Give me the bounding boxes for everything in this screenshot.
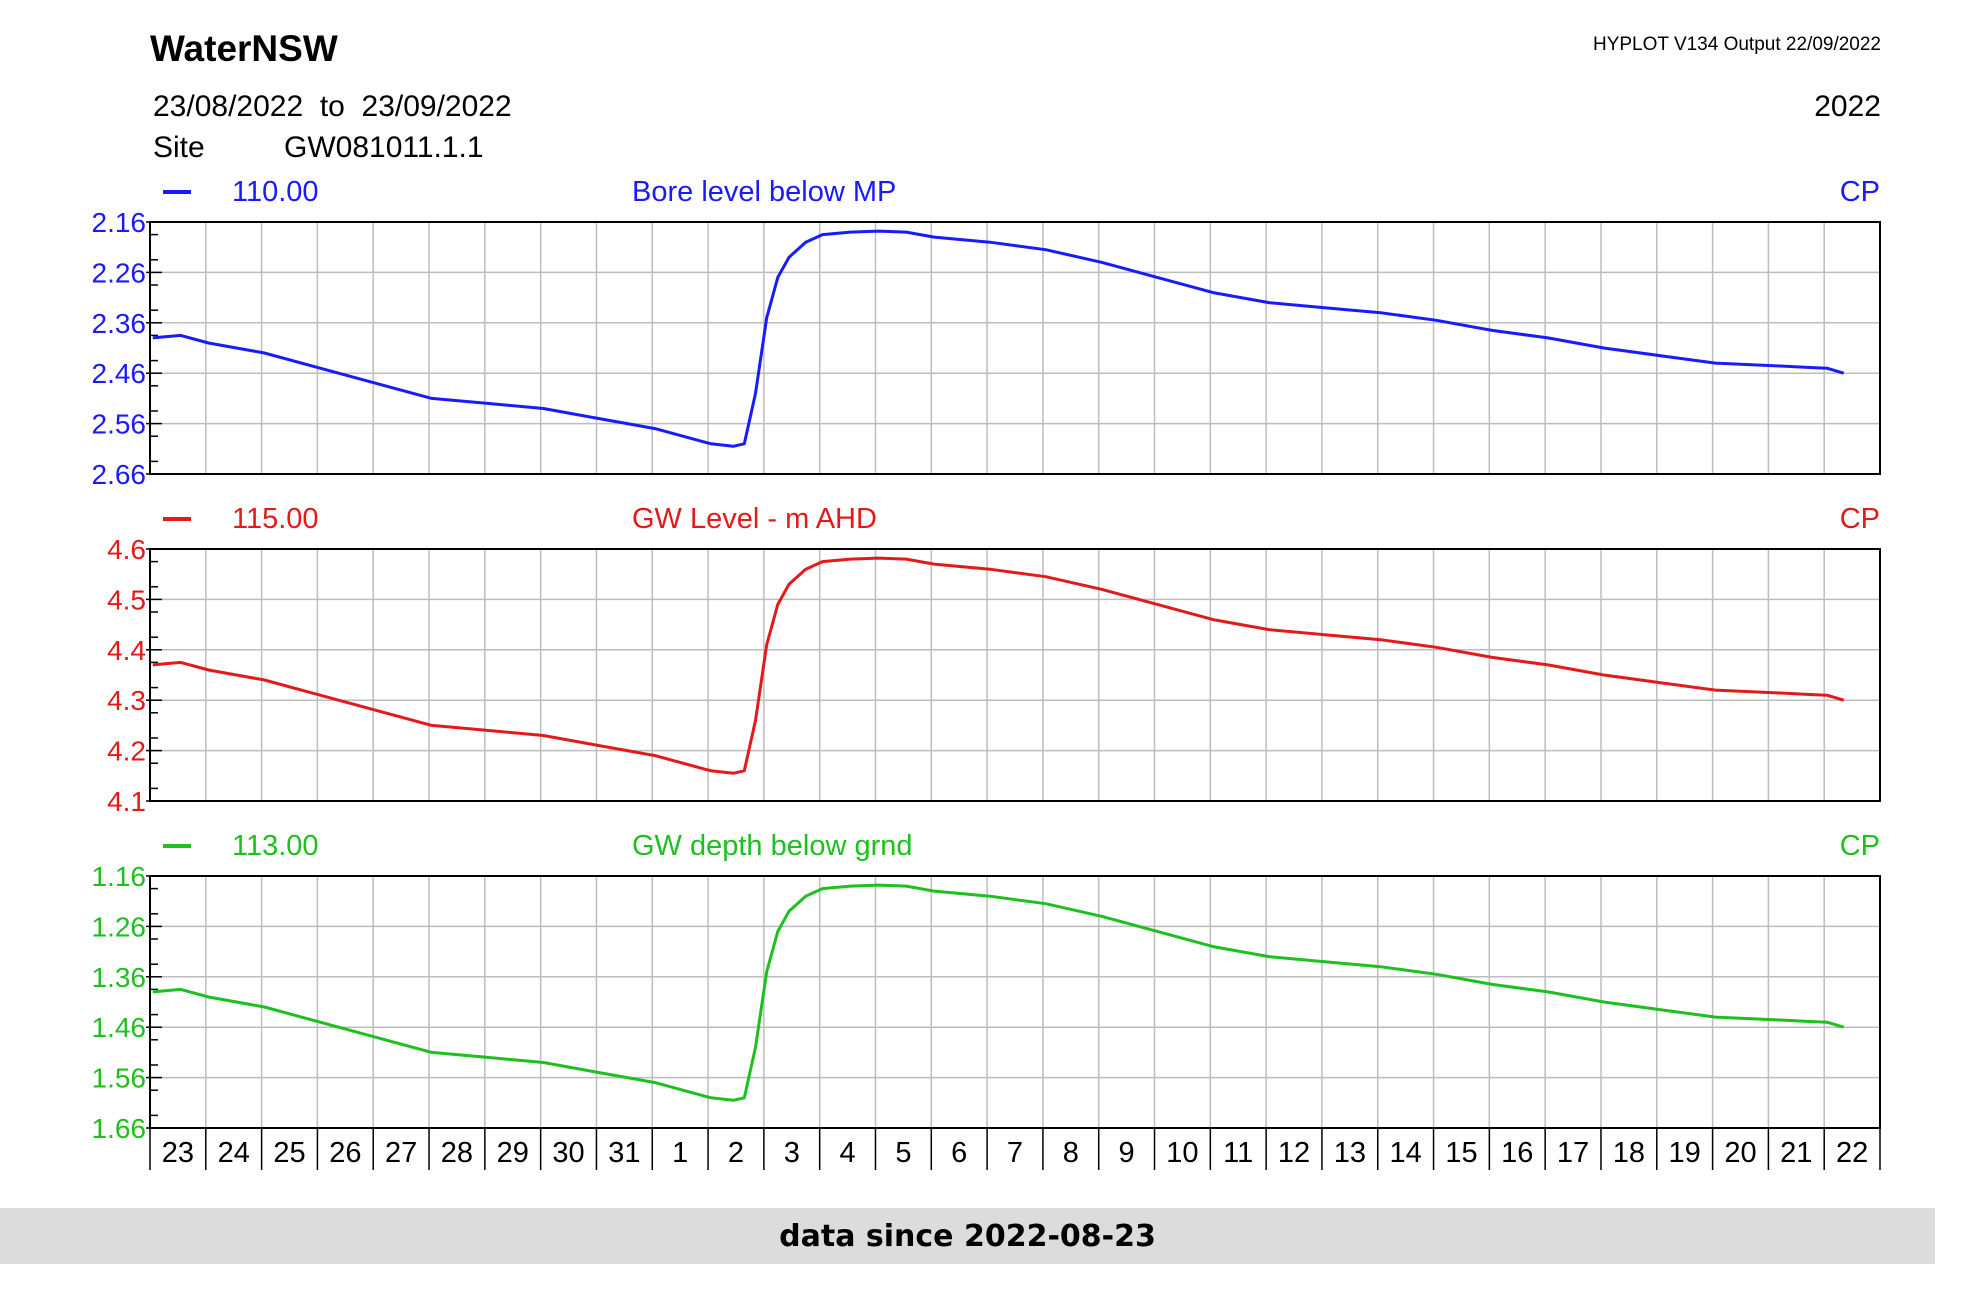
panel-frame — [149, 875, 1881, 1129]
x-tick-label: 30 — [552, 1137, 584, 1169]
x-tick-label: 26 — [329, 1137, 361, 1169]
series-line — [152, 229, 1845, 448]
panel-frame — [149, 548, 1881, 802]
y-tick-label: 2.36 — [92, 308, 147, 339]
series-line — [152, 556, 1845, 775]
series-line — [152, 883, 1845, 1102]
series-title: GW Level - m AHD — [632, 503, 877, 535]
x-tick-label: 10 — [1166, 1137, 1198, 1169]
year-label: 2022 — [1814, 90, 1881, 123]
x-tick-label: 21 — [1780, 1137, 1812, 1169]
panel-frame — [149, 221, 1881, 475]
x-tick-label: 6 — [951, 1137, 967, 1169]
y-tick-label: 1.16 — [92, 861, 147, 892]
y-tick-label: 4.6 — [107, 534, 146, 565]
x-axis: 23 24 25 26 27 28 29 30 31 1 2 3 4 5 6 7 8 9 10 11 12 13 14 15 1… — [149, 1128, 1881, 1170]
x-tick-label: 23 — [162, 1137, 194, 1169]
y-tick-label: 2.66 — [92, 459, 147, 490]
x-tick-label: 12 — [1278, 1137, 1310, 1169]
x-tick-label: 7 — [1007, 1137, 1023, 1169]
x-tick-label: 5 — [895, 1137, 911, 1169]
chart-panel: 1.16 1.26 1.36 1.46 1.56 1.66 113.00 GW depth b… — [92, 830, 1881, 1144]
chart-panels: 2.16 2.26 2.36 2.46 2.56 2.66 110.00 Bore level… — [92, 176, 1881, 1144]
y-tick-label: 4.1 — [107, 786, 146, 817]
x-tick-label: 4 — [840, 1137, 856, 1169]
org-title: WaterNSW — [150, 28, 338, 69]
y-tick-label: 1.36 — [92, 962, 147, 993]
series-code: 115.00 — [232, 503, 319, 535]
x-tick-label: 17 — [1557, 1137, 1589, 1169]
x-tick-label: 8 — [1063, 1137, 1079, 1169]
x-tick-label: 29 — [497, 1137, 529, 1169]
date-range: 23/08/2022 to 23/09/2022 — [153, 90, 512, 123]
y-tick-label: 1.66 — [92, 1113, 147, 1144]
y-tick-label: 2.26 — [92, 257, 147, 288]
x-tick-label: 14 — [1390, 1137, 1422, 1169]
x-tick-label: 22 — [1836, 1137, 1868, 1169]
series-title: Bore level below MP — [632, 176, 896, 208]
version-label: HYPLOT V134 Output 22/09/2022 — [1593, 34, 1881, 55]
y-tick-label: 2.56 — [92, 409, 147, 440]
x-tick-label: 27 — [385, 1137, 417, 1169]
x-tick-label: 1 — [672, 1137, 688, 1169]
y-tick-label: 2.46 — [92, 358, 147, 389]
y-tick-label: 4.4 — [107, 635, 146, 666]
y-tick-label: 1.46 — [92, 1012, 147, 1043]
y-tick-label: 1.56 — [92, 1063, 147, 1094]
x-tick-label: 3 — [784, 1137, 800, 1169]
y-tick-label: 1.26 — [92, 911, 147, 942]
footer-text: data since 2022-08-23 — [779, 1218, 1156, 1254]
x-tick-label: 2 — [728, 1137, 744, 1169]
x-tick-label: 16 — [1501, 1137, 1533, 1169]
quality-code: CP — [1840, 176, 1880, 208]
x-tick-label: 25 — [273, 1137, 305, 1169]
series-code: 110.00 — [232, 176, 319, 208]
footer-bar: data since 2022-08-23 — [0, 1208, 1935, 1264]
x-tick-label: 9 — [1119, 1137, 1135, 1169]
x-tick-label: 20 — [1724, 1137, 1756, 1169]
x-tick-label: 19 — [1669, 1137, 1701, 1169]
x-tick-label: 13 — [1334, 1137, 1366, 1169]
chart-panel: 2.16 2.26 2.36 2.46 2.56 2.66 110.00 Bore level… — [92, 176, 1881, 490]
x-tick-label: 31 — [608, 1137, 640, 1169]
x-tick-label: 11 — [1223, 1137, 1253, 1169]
y-tick-label: 4.5 — [107, 584, 146, 615]
y-tick-label: 4.3 — [107, 685, 146, 716]
quality-code: CP — [1840, 830, 1880, 862]
x-tick-label: 15 — [1445, 1137, 1477, 1169]
quality-code: CP — [1840, 503, 1880, 535]
site-label: Site — [153, 131, 205, 164]
series-code: 113.00 — [232, 830, 319, 862]
series-title: GW depth below grnd — [632, 830, 912, 862]
x-tick-label: 28 — [441, 1137, 473, 1169]
site-id: GW081011.1.1 — [284, 131, 484, 164]
x-tick-label: 18 — [1613, 1137, 1645, 1169]
chart-panel: 4.6 4.5 4.4 4.3 4.2 4.1 115.00 GW Level - m AHD… — [107, 503, 1881, 817]
y-tick-label: 2.16 — [92, 207, 147, 238]
x-tick-label: 24 — [218, 1137, 250, 1169]
y-tick-label: 4.2 — [107, 736, 146, 767]
